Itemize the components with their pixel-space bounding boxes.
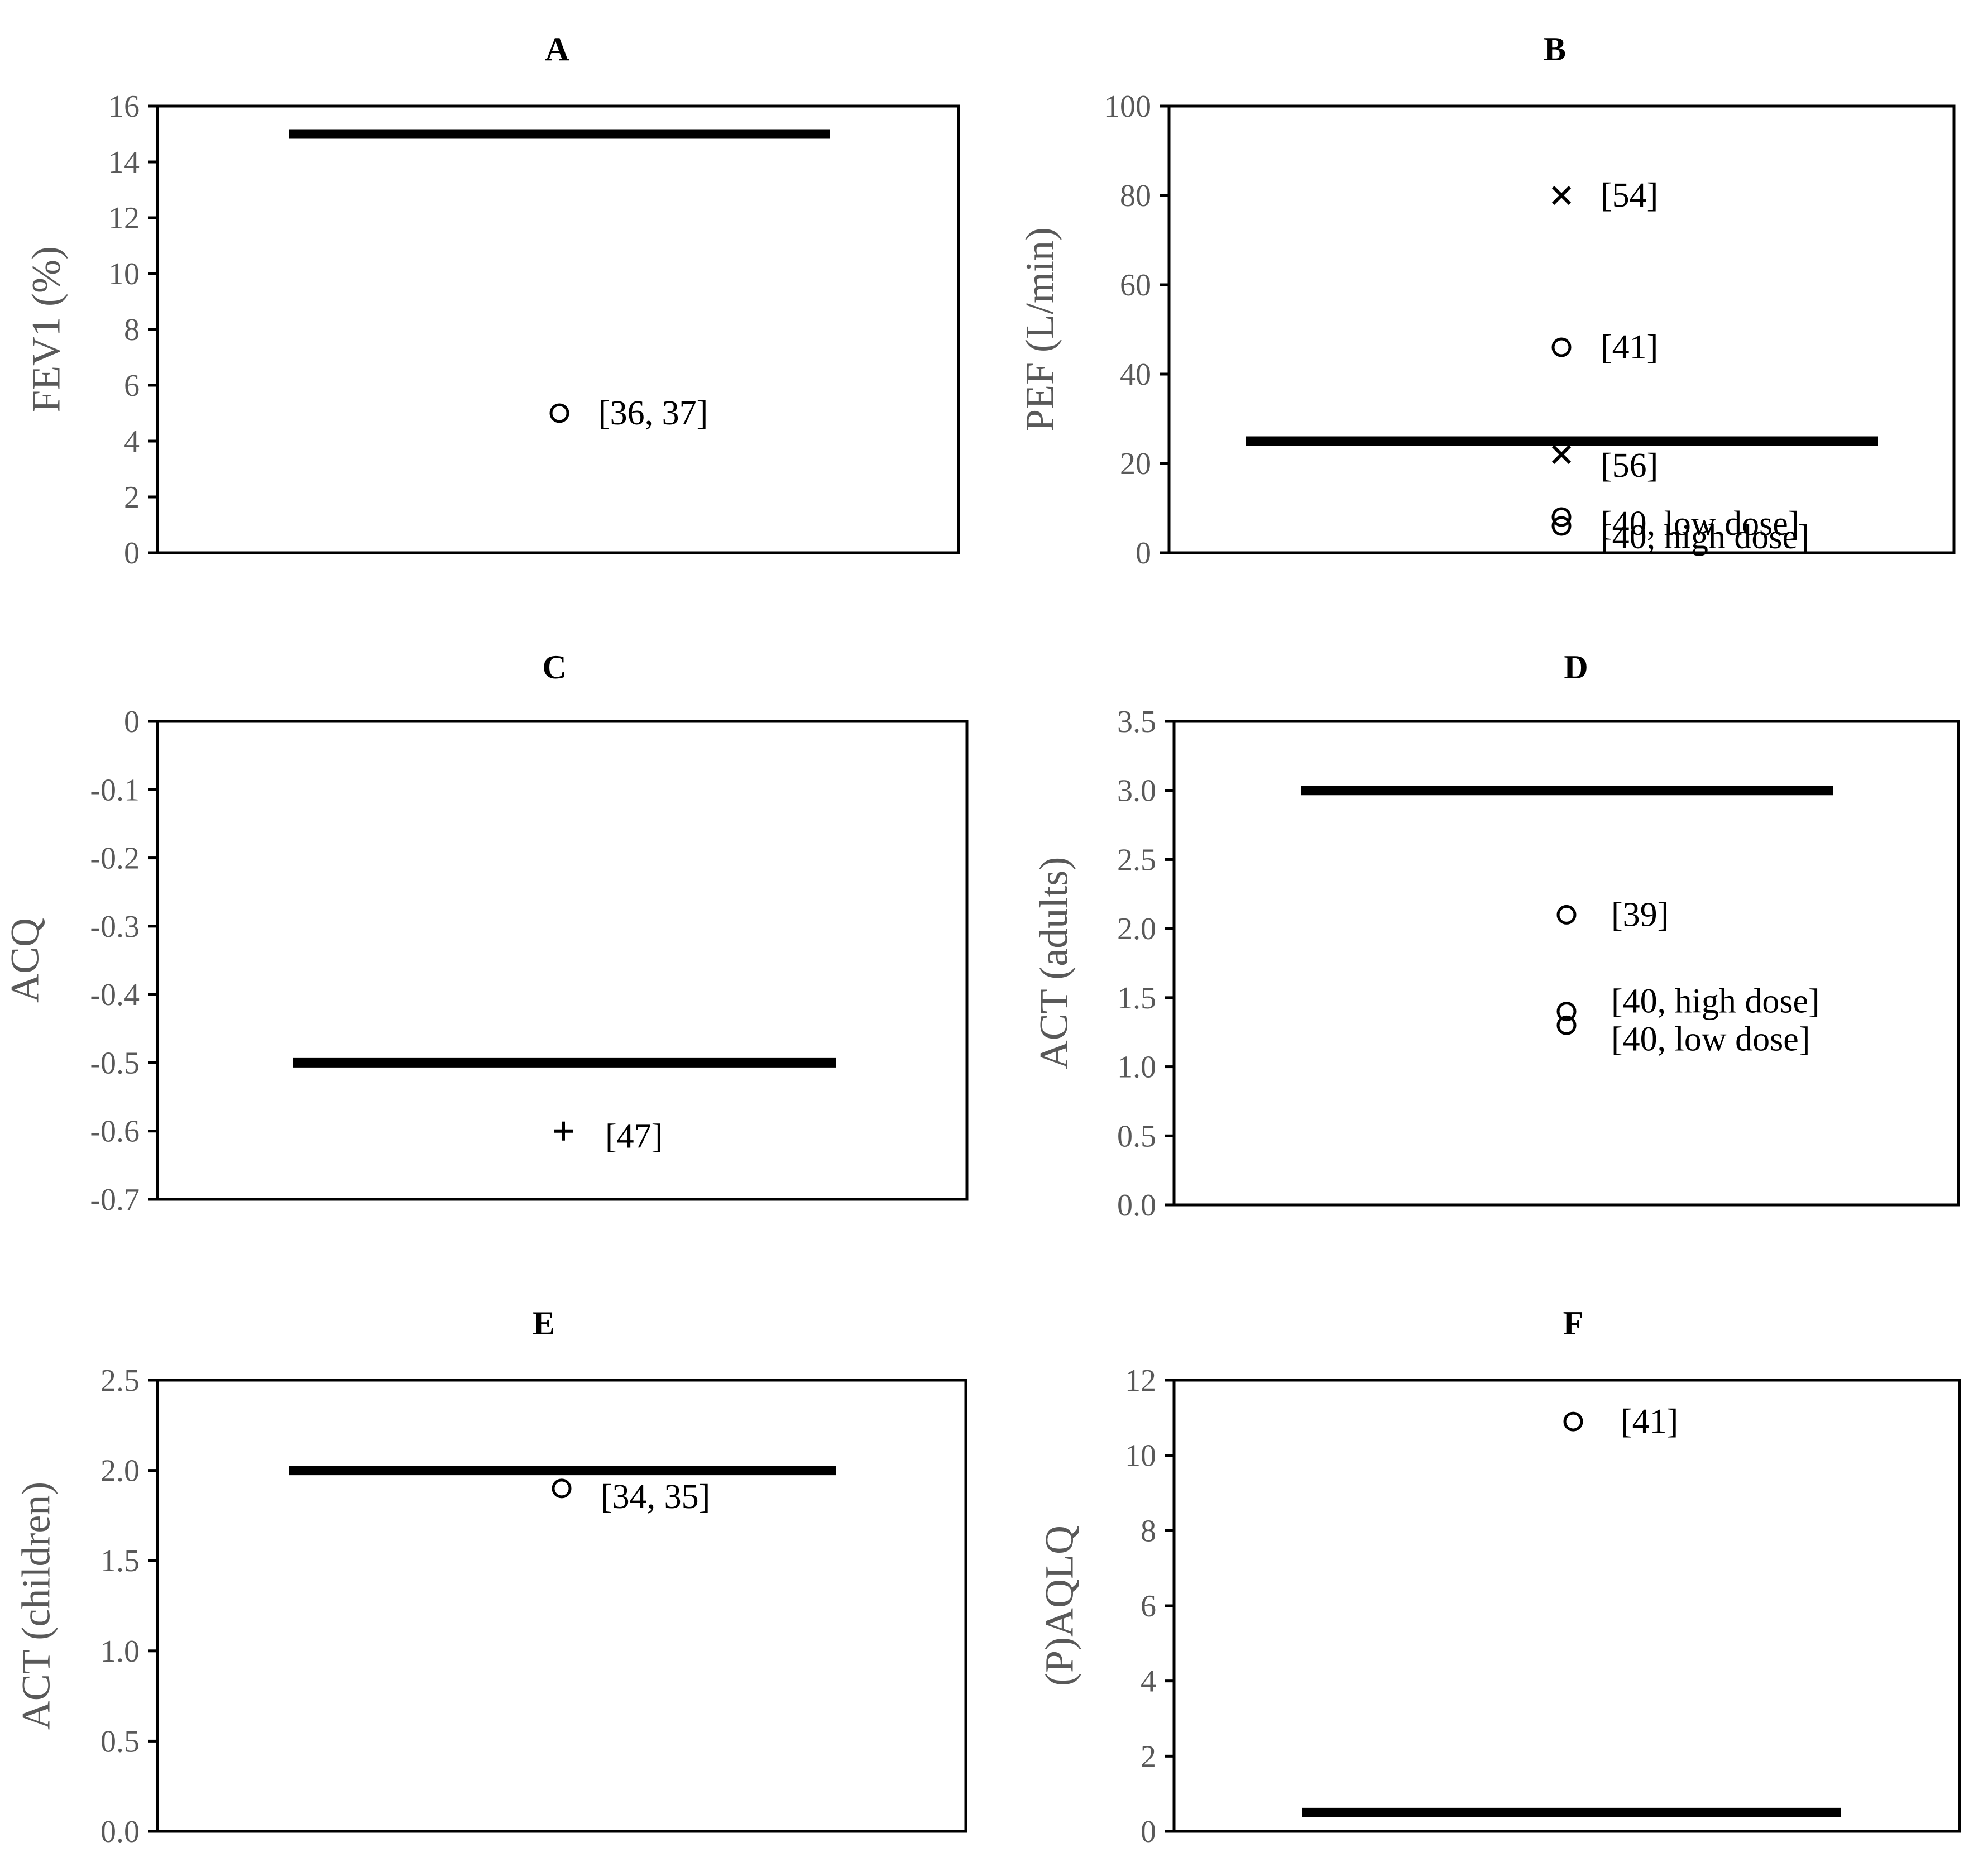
panel-a: A 0 2 4 6 8 10 12 14 16 FEV1 (%) [36, 37] <box>24 31 960 571</box>
y-tick-label: 4 <box>124 424 140 459</box>
y-tick-label: 12 <box>108 201 140 236</box>
y-tick-label: 1.0 <box>100 1634 140 1669</box>
y-tick-label: 14 <box>108 145 140 180</box>
panel-title: B <box>1544 31 1566 68</box>
y-tick-label: 6 <box>1141 1589 1156 1624</box>
panel-title: E <box>533 1305 555 1342</box>
point-label: [41] <box>1621 1403 1678 1441</box>
y-tick-label: 10 <box>108 257 140 291</box>
y-tick-label: -0.7 <box>90 1183 140 1217</box>
y-tick-label: 8 <box>124 313 140 347</box>
x-marker-stroke <box>1551 185 1572 205</box>
data-point-circle <box>1563 1411 1583 1432</box>
panel-title: D <box>1564 649 1588 686</box>
y-tick-label: 2 <box>124 480 140 515</box>
y-tick-label: 1.5 <box>1117 981 1156 1016</box>
y-tick-label: 40 <box>1120 357 1151 392</box>
y-tick-label: 2.5 <box>1117 843 1156 877</box>
y-tick-label: 2.0 <box>100 1454 140 1489</box>
point-label: [54] <box>1601 176 1658 214</box>
point-label: [36, 37] <box>598 394 708 432</box>
y-tick-label: 0.5 <box>1117 1119 1156 1154</box>
data-point-circle <box>1551 507 1572 527</box>
point-label: [40, low dose] <box>1601 505 1799 543</box>
y-tick-label: 0 <box>1141 1815 1156 1849</box>
y-tick-label: 1.5 <box>100 1544 140 1578</box>
y-tick-label: 100 <box>1104 89 1151 124</box>
y-tick-label: -0.1 <box>90 773 140 807</box>
data-point-x <box>1551 444 1572 465</box>
data-point-circle <box>1551 516 1572 536</box>
y-tick-label: 0.5 <box>100 1724 140 1759</box>
panel-f: F 0 2 4 6 8 10 12 (P)AQLQ [41] <box>1037 1305 1961 1849</box>
point-label: [47] <box>605 1118 663 1156</box>
point-label: [40, high dose] <box>1611 983 1820 1021</box>
panel-title: F <box>1563 1305 1584 1342</box>
y-tick-label: 0.0 <box>1117 1188 1156 1223</box>
y-tick-label: 80 <box>1120 179 1151 213</box>
y-axis-title: ACT (children) <box>14 1482 59 1730</box>
y-tick-label: 4 <box>1141 1664 1156 1699</box>
data-point-circle <box>1556 1002 1577 1022</box>
y-tick-label: 12 <box>1125 1363 1156 1398</box>
y-axis-title: (P)AQLQ <box>1037 1525 1082 1686</box>
y-tick-label: 2.5 <box>100 1363 140 1398</box>
y-tick-label: 2 <box>1141 1739 1156 1774</box>
data-point-circle <box>1556 905 1577 925</box>
y-tick-label: 1.0 <box>1117 1050 1156 1085</box>
data-point-plus <box>554 1121 573 1141</box>
y-tick-label: 8 <box>1141 1514 1156 1548</box>
point-label: [41] <box>1601 328 1658 366</box>
data-point-circle <box>1556 1015 1577 1035</box>
y-tick-label: 0 <box>124 536 140 571</box>
panel-e: E 0.0 0.5 1.0 1.5 2.0 2.5 ACT (children) [34, 35… <box>14 1305 967 1849</box>
y-tick-label: -0.5 <box>90 1046 140 1080</box>
data-point-circle <box>552 1478 572 1499</box>
panel-b: B 0 20 40 60 80 100 PEF (L/min) [54] [41] [56] [40,… <box>1018 31 1956 571</box>
y-axis-title: PEF (L/min) <box>1018 227 1062 432</box>
y-tick-label: 16 <box>108 89 140 124</box>
y-tick-label: -0.4 <box>90 978 140 1012</box>
panel-c: C 0 -0.1 -0.2 -0.3 -0.4 -0.5 -0.6 -0.7 ACQ [47] <box>3 649 969 1217</box>
point-label: [40, high dose] <box>1601 518 1809 556</box>
data-point-circle <box>549 403 569 423</box>
plot-area <box>156 1379 967 1833</box>
y-tick-label: 6 <box>124 369 140 403</box>
y-tick-label: 3.5 <box>1117 705 1156 739</box>
data-point-circle <box>1551 337 1572 357</box>
y-axis-title: ACQ <box>3 918 47 1003</box>
y-tick-label: -0.6 <box>90 1114 140 1149</box>
y-tick-label: 2.0 <box>1117 912 1156 946</box>
plot-area <box>1172 1379 1961 1833</box>
y-axis-title: ACT (adults) <box>1032 857 1076 1070</box>
x-marker-stroke <box>1551 444 1572 465</box>
y-tick-label: 0.0 <box>100 1815 140 1849</box>
panel-title: C <box>542 649 566 686</box>
y-tick-label: 0 <box>124 705 140 739</box>
plot-area <box>1167 104 1956 554</box>
y-tick-label: -0.3 <box>90 910 140 944</box>
point-label: [56] <box>1601 447 1658 485</box>
y-tick-label: 60 <box>1120 268 1151 303</box>
y-tick-label: 3.0 <box>1117 774 1156 808</box>
y-axis-title: FEV1 (%) <box>24 246 69 413</box>
y-tick-label: 20 <box>1120 447 1151 481</box>
y-tick-label: -0.2 <box>90 841 140 876</box>
plot-area <box>156 104 960 554</box>
point-label: [40, low dose] <box>1611 1020 1810 1058</box>
data-point-x <box>1551 185 1572 205</box>
point-label: [39] <box>1611 896 1669 934</box>
panel-title: A <box>545 31 569 68</box>
y-tick-label: 10 <box>1125 1439 1156 1473</box>
y-tick-label: 0 <box>1136 536 1151 571</box>
panel-d: D 0.0 0.5 1.0 1.5 2.0 2.5 3.0 3.5 ACT (adults) [39… <box>1032 649 1960 1223</box>
point-label: [34, 35] <box>601 1478 710 1516</box>
